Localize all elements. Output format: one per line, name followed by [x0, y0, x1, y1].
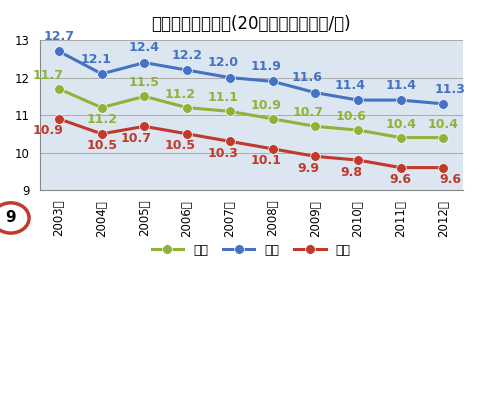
- Text: 11.5: 11.5: [129, 76, 160, 90]
- Text: 9: 9: [5, 211, 16, 225]
- Text: 10.4: 10.4: [385, 118, 416, 131]
- Text: 9.6: 9.6: [440, 173, 461, 186]
- Text: 10.9: 10.9: [250, 99, 281, 112]
- Text: 11.9: 11.9: [250, 60, 281, 73]
- Text: 11.7: 11.7: [32, 69, 63, 82]
- Legend: 総数, 男性, 女性: 総数, 男性, 女性: [147, 238, 355, 262]
- Text: 12.1: 12.1: [81, 53, 112, 66]
- Text: 10.3: 10.3: [207, 147, 238, 160]
- Text: 11.2: 11.2: [165, 88, 196, 101]
- Text: 10.9: 10.9: [32, 125, 63, 137]
- Text: 11.3: 11.3: [435, 82, 466, 96]
- Text: 12.4: 12.4: [129, 41, 160, 54]
- Text: 12.7: 12.7: [43, 30, 74, 43]
- Text: 10.4: 10.4: [428, 118, 459, 131]
- Text: 9.6: 9.6: [390, 173, 412, 186]
- Text: 11.1: 11.1: [207, 92, 239, 104]
- Text: 10.7: 10.7: [121, 132, 152, 145]
- Text: 11.2: 11.2: [86, 113, 117, 126]
- Text: 10.6: 10.6: [336, 110, 367, 123]
- Text: 12.2: 12.2: [171, 49, 202, 62]
- Text: 11.4: 11.4: [385, 79, 416, 92]
- Text: 9.8: 9.8: [340, 166, 362, 179]
- Text: 10.7: 10.7: [293, 106, 324, 119]
- Text: 10.5: 10.5: [165, 139, 196, 152]
- Text: 9.9: 9.9: [298, 162, 319, 175]
- Title: 食塩摄取量平均値(20歳以上、グラム/日): 食塩摄取量平均値(20歳以上、グラム/日): [151, 15, 351, 33]
- Text: 10.1: 10.1: [250, 154, 281, 168]
- Text: 11.6: 11.6: [291, 71, 322, 84]
- Text: 12.0: 12.0: [207, 56, 239, 69]
- Text: 11.4: 11.4: [334, 79, 365, 92]
- Text: 10.5: 10.5: [86, 139, 117, 152]
